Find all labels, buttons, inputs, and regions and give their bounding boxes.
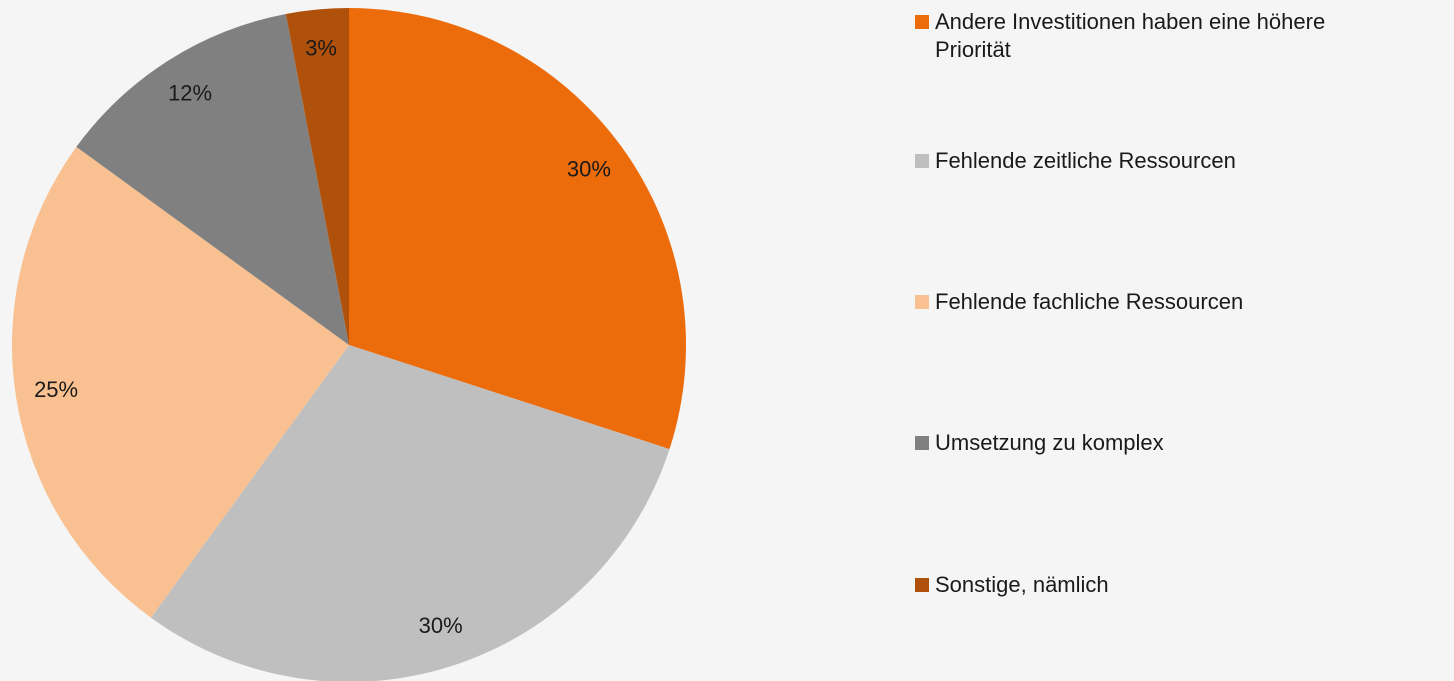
legend-label: Fehlende zeitliche Ressourcen (935, 148, 1236, 173)
legend-swatch (915, 578, 929, 592)
legend: Andere Investitionen haben eine höhere P… (915, 0, 1445, 681)
data-label: 12% (168, 80, 212, 105)
pie-area: 30% 30% 25% 12% 3% (12, 8, 686, 681)
legend-label: Fehlende fachliche Ressourcen (935, 289, 1244, 314)
legend-entry: Fehlende fachliche Ressourcen (915, 288, 1405, 316)
data-label: 25% (34, 377, 78, 402)
legend-swatch (915, 295, 929, 309)
legend-entry: Sonstige, nämlich (915, 571, 1405, 599)
legend-swatch (915, 15, 929, 29)
legend-entry: Andere Investitionen haben eine höhere P… (915, 8, 1405, 64)
legend-swatch (915, 154, 929, 168)
legend-label: Sonstige, nämlich (935, 572, 1109, 597)
data-label: 30% (567, 156, 611, 181)
legend-swatch (915, 436, 929, 450)
pie-slice (349, 8, 686, 450)
pie-slice (285, 8, 349, 345)
legend-label: Umsetzung zu komplex (935, 430, 1164, 455)
legend-entry: Fehlende zeitliche Ressourcen (915, 147, 1405, 175)
data-label: 30% (419, 613, 463, 638)
pie-slice (150, 345, 670, 681)
pie-slice (76, 13, 350, 345)
data-label: 3% (305, 36, 337, 61)
legend-entry: Umsetzung zu komplex (915, 429, 1405, 457)
legend-label: Andere Investitionen haben eine höhere P… (935, 9, 1326, 62)
pie-slice (12, 146, 350, 618)
